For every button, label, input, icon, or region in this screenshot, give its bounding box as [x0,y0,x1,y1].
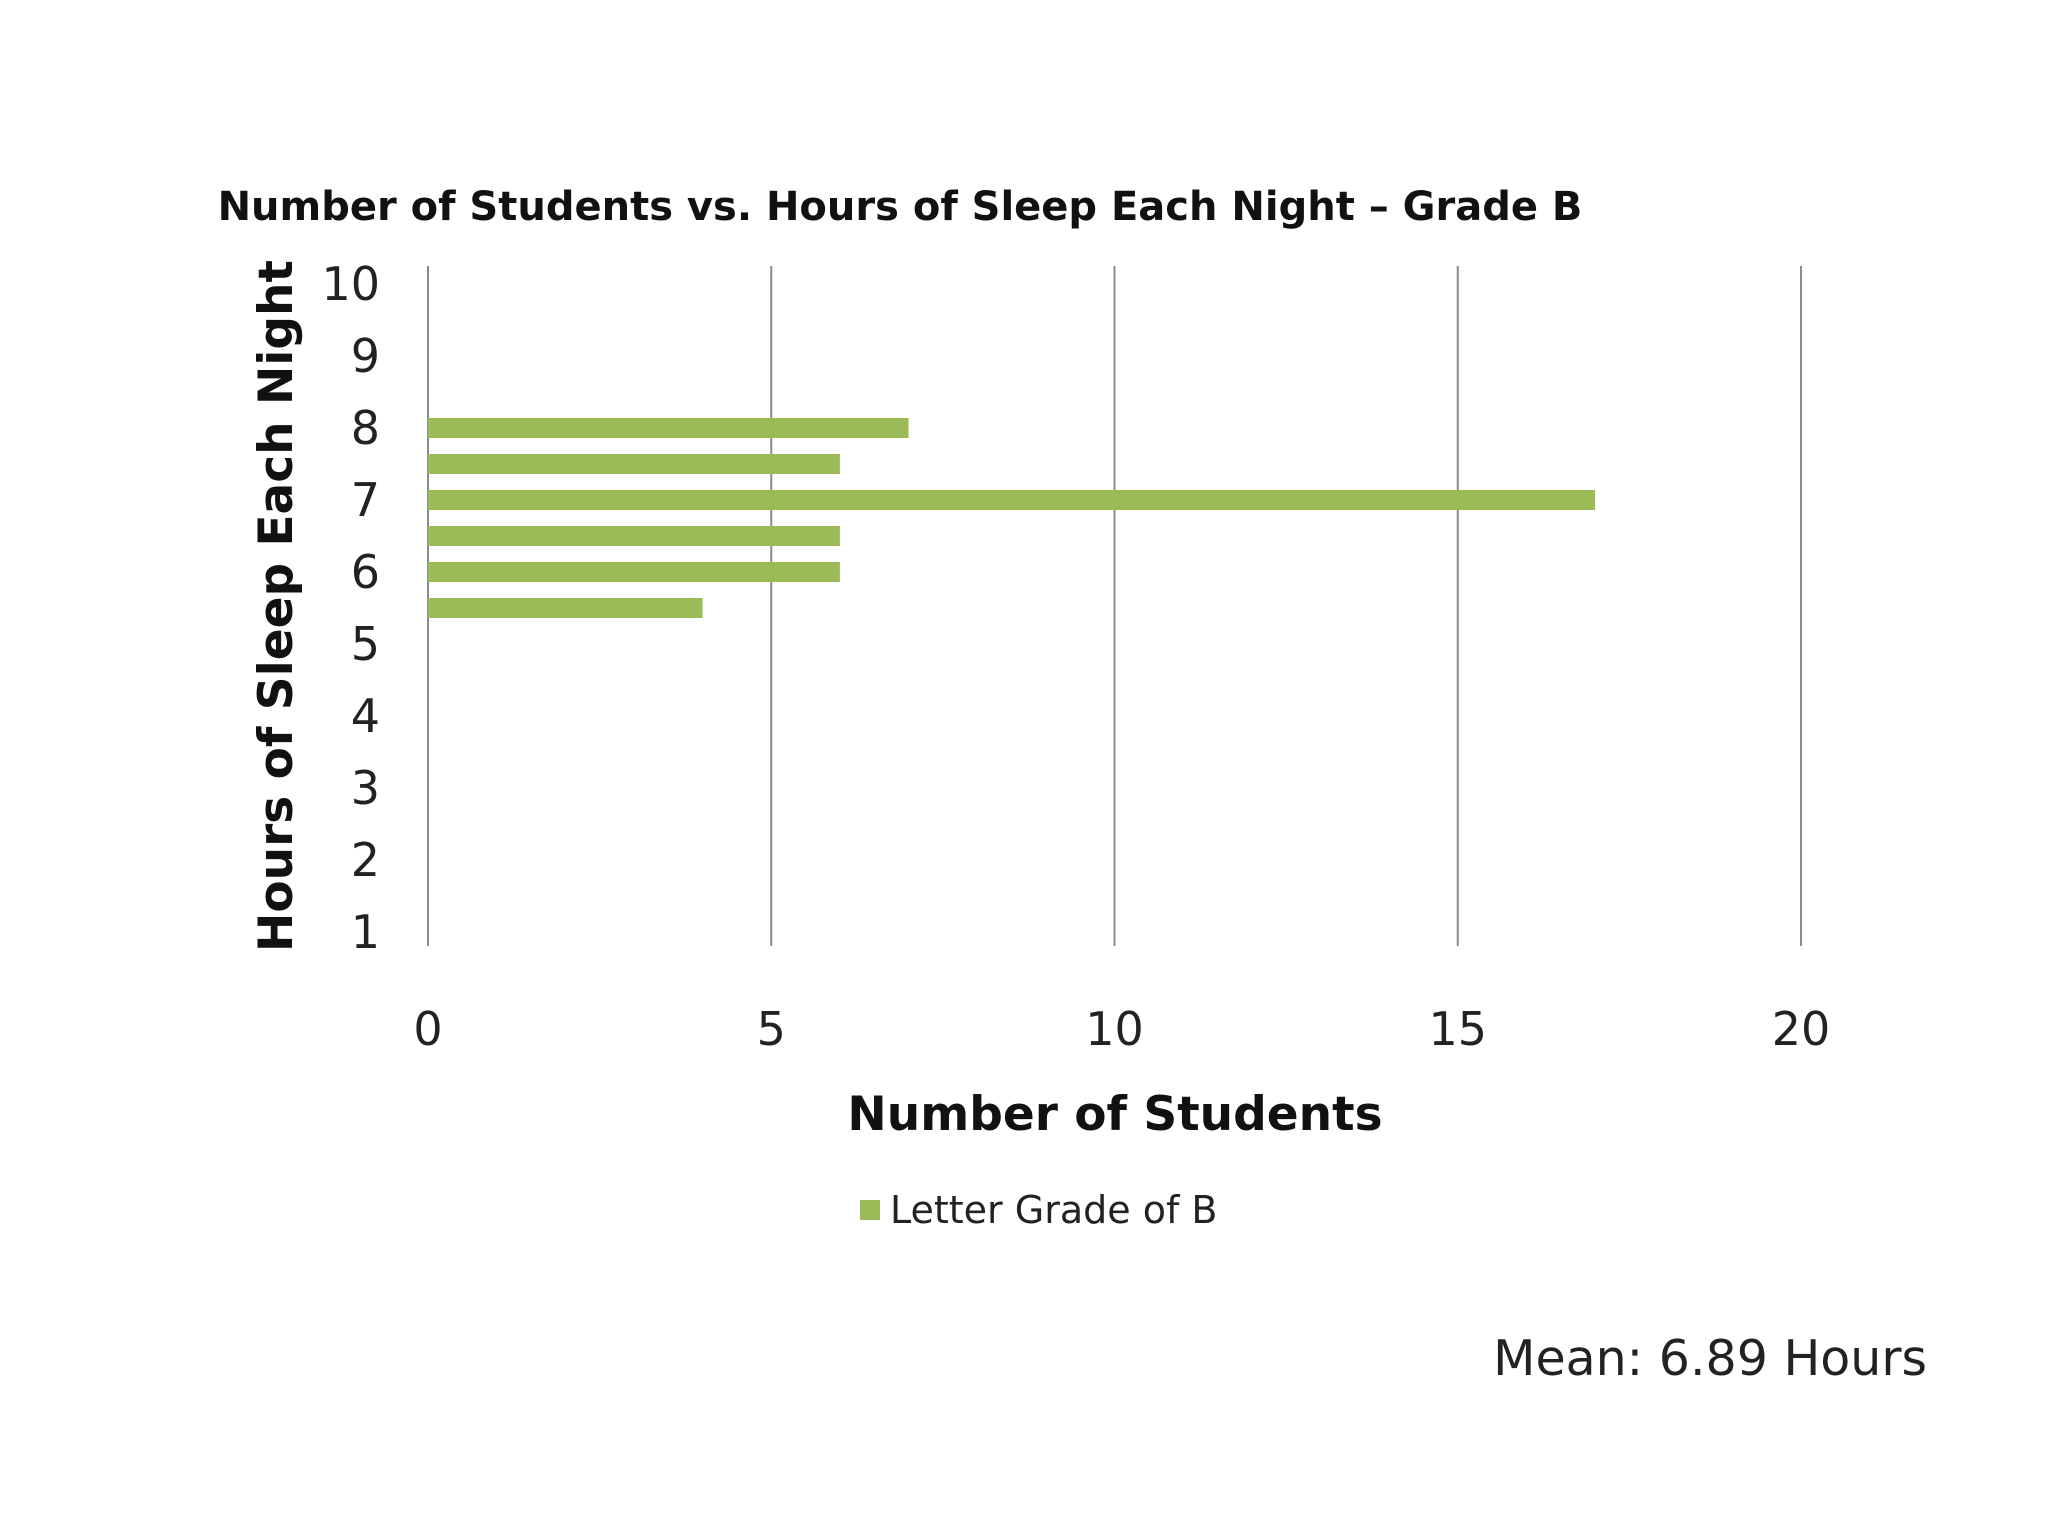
y-tick-labels: 1 2 3 4 5 6 7 8 9 10 [321,257,380,959]
bar-1 [428,454,840,474]
gridlines [427,266,1802,946]
bar-2 [428,490,1596,510]
bar-0 [428,418,909,438]
y-tick-8: 8 [351,401,380,455]
y-tick-5: 5 [351,617,380,671]
x-tick-5: 5 [757,1002,786,1056]
mean-annotation: Mean: 6.89 Hours [1493,1330,1927,1387]
y-tick-2: 2 [351,833,380,887]
y-tick-9: 9 [351,329,380,383]
y-tick-3: 3 [351,761,380,815]
y-tick-10: 10 [321,257,380,311]
x-tick-20: 20 [1772,1002,1831,1056]
x-tick-10: 10 [1085,1002,1144,1056]
y-tick-7: 7 [351,473,380,527]
chart-title: Number of Students vs. Hours of Sleep Ea… [218,184,1583,230]
x-tick-0: 0 [413,1002,442,1056]
y-axis-title: Hours of Sleep Each Night [249,260,304,952]
legend: Letter Grade of B [860,1188,1217,1232]
legend-swatch [860,1200,880,1220]
y-tick-1: 1 [351,905,380,959]
bar-4 [428,562,840,582]
x-tick-15: 15 [1428,1002,1487,1056]
x-tick-labels: 0 5 10 15 20 [413,1002,1830,1056]
bar-3 [428,526,840,546]
bars [428,418,1596,618]
y-tick-6: 6 [351,545,380,599]
bar-5 [428,598,703,618]
x-axis-title: Number of Students [847,1087,1382,1142]
y-tick-4: 4 [351,689,380,743]
legend-label: Letter Grade of B [890,1188,1217,1232]
